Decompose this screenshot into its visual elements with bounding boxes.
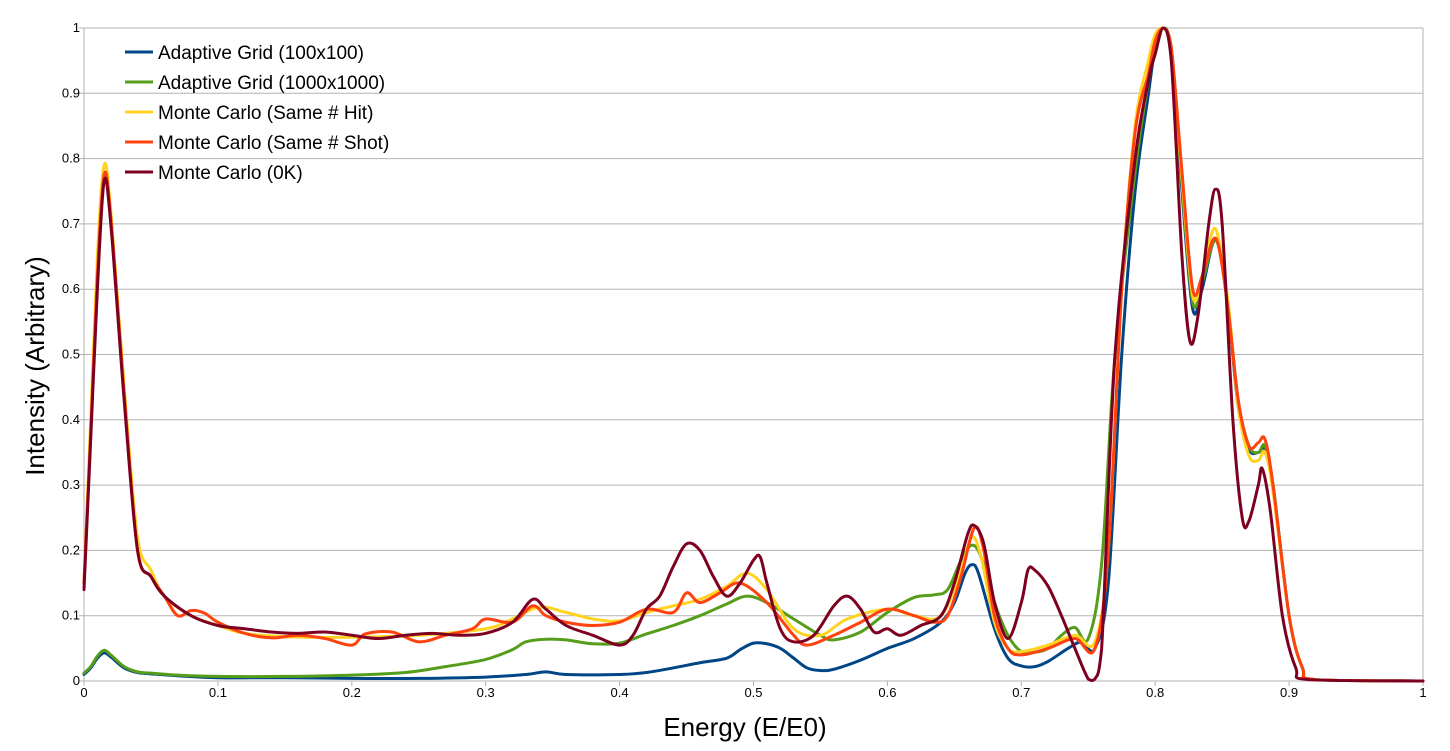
legend-label: Monte Carlo (0K) <box>158 163 303 184</box>
x-tick-label: 0.2 <box>343 685 361 700</box>
y-tick-label: 0.5 <box>62 347 80 362</box>
y-tick-label: 0.3 <box>62 477 80 492</box>
x-axis-title: Energy (E/E0) <box>663 712 826 742</box>
x-tick-label: 0.8 <box>1146 685 1164 700</box>
legend-label: Adaptive Grid (1000x1000) <box>158 73 385 94</box>
x-tick-label: 1 <box>1419 685 1426 700</box>
legend-label: Monte Carlo (Same # Shot) <box>158 133 389 154</box>
x-tick-label: 0.9 <box>1280 685 1298 700</box>
x-tick-label: 0.7 <box>1012 685 1030 700</box>
x-tick-label: 0.3 <box>477 685 495 700</box>
x-tick-label: 0.1 <box>209 685 227 700</box>
x-tick-label: 0.5 <box>744 685 762 700</box>
y-tick-label: 0.9 <box>62 85 80 100</box>
x-tick-label: 0.6 <box>878 685 896 700</box>
legend-label: Monte Carlo (Same # Hit) <box>158 103 373 124</box>
y-tick-label: 1 <box>73 20 80 35</box>
y-tick-label: 0.6 <box>62 281 80 296</box>
legend-label: Adaptive Grid (100x100) <box>158 43 364 64</box>
grid-lines <box>84 27 1423 617</box>
x-tick-labels: 0 0.1 0.2 0.3 0.4 0.5 0.6 0.7 0.8 0.9 1 <box>80 685 1426 700</box>
x-tick-label: 0.4 <box>611 685 629 700</box>
legend-item: Monte Carlo (Same # Hit) <box>125 103 373 124</box>
legend-item: Monte Carlo (0K) <box>125 163 303 184</box>
y-tick-label: 0.4 <box>62 412 80 427</box>
y-tick-label: 0.7 <box>62 216 80 231</box>
legend-item: Monte Carlo (Same # Shot) <box>125 133 389 154</box>
legend-item: Adaptive Grid (1000x1000) <box>125 73 385 94</box>
legend: Adaptive Grid (100x100) Adaptive Grid (10… <box>125 43 389 184</box>
y-tick-label: 0.2 <box>62 542 80 557</box>
y-tick-labels: 0 0.1 0.2 0.3 0.4 0.5 0.6 0.7 0.8 0.9 1 <box>62 20 80 688</box>
y-tick-label: 0.8 <box>62 151 80 166</box>
series-line-4 <box>82 26 1425 683</box>
x-tick-label: 0 <box>80 685 87 700</box>
y-axis-title: Intensity (Arbitrary) <box>20 256 50 476</box>
legend-item: Adaptive Grid (100x100) <box>125 43 364 64</box>
y-tick-label: 0 <box>73 673 80 688</box>
series-line-5 <box>82 26 1425 683</box>
y-tick-label: 0.1 <box>62 608 80 623</box>
series-lines <box>82 26 1425 683</box>
